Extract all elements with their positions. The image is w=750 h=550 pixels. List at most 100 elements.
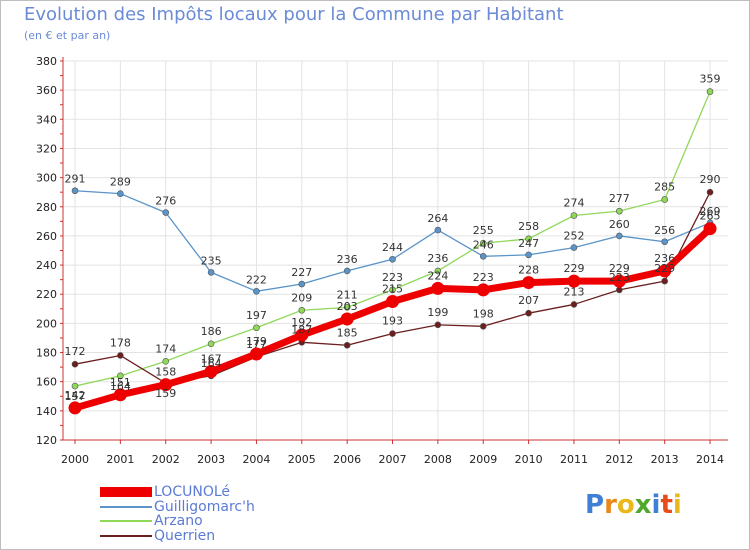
point-guilligomarch — [343, 267, 351, 275]
y-tick-label: 160 — [36, 376, 57, 389]
point-querrien — [616, 286, 623, 294]
data-label-querrien: 177 — [246, 338, 267, 351]
y-axis-ticks: 120 140 160 180 200 220 240 260 280 300 320 340 360 3… — [36, 55, 57, 447]
data-label-locunol: 236 — [654, 252, 675, 265]
y-tick-label: 280 — [36, 201, 57, 214]
point-arzano — [117, 372, 124, 380]
point-locunol — [204, 364, 218, 378]
data-label-guilligomarch: 269 — [700, 205, 721, 218]
data-label-guilligomarch: 222 — [246, 273, 267, 286]
data-label-locunol: 179 — [246, 335, 267, 348]
data-label-arzano: 164 — [110, 380, 131, 393]
data-label-locunol: 215 — [382, 283, 403, 296]
data-label-locunol: 167 — [201, 352, 222, 365]
data-label-arzano: 236 — [427, 252, 448, 265]
legend-item-locunole: LOCUNOLé — [100, 485, 255, 500]
data-label-guilligomarch: 276 — [155, 195, 176, 208]
data-label-arzano: 186 — [201, 325, 222, 338]
y-tick-label: 180 — [36, 347, 57, 360]
brand-letter: r — [604, 490, 617, 520]
data-label-guilligomarch: 246 — [473, 238, 494, 251]
data-label-guilligomarch: 244 — [382, 241, 403, 254]
x-tick-label: 2002 — [152, 453, 180, 466]
y-tick-label: 220 — [36, 288, 57, 301]
point-arzano — [298, 306, 306, 314]
point-arzano — [71, 382, 79, 390]
legend-swatch-arzano — [100, 520, 152, 523]
legend-item-querrien: Querrien — [100, 529, 255, 544]
point-locunol — [340, 312, 354, 326]
data-label-querrien: 185 — [337, 326, 358, 339]
legend-item-arzano: Arzano — [100, 514, 255, 529]
y-tick-label: 200 — [36, 317, 57, 330]
legend: LOCUNOLé Guilligomarc'h Arzano Querrien — [100, 485, 255, 543]
point-querrien — [434, 321, 442, 329]
point-querrien — [479, 322, 487, 330]
point-arzano — [616, 207, 623, 215]
point-guilligomarch — [162, 209, 170, 216]
data-label-querrien: 172 — [65, 345, 86, 358]
x-axis-ticks: 2000 2001 2002 2003 2004 2005 2006 2007 2008 2009… — [61, 453, 724, 466]
point-guilligomarch — [434, 226, 442, 234]
point-arzano — [343, 304, 351, 311]
brand-letter: t — [660, 490, 673, 520]
brand-letter: i — [672, 490, 682, 520]
point-arzano — [207, 340, 215, 348]
y-tick-label: 120 — [36, 434, 57, 447]
x-tick-label: 2013 — [651, 453, 679, 466]
y-tick-label: 240 — [36, 259, 57, 272]
x-tick-label: 2006 — [333, 453, 361, 466]
point-locunol — [658, 264, 672, 278]
data-labels: 291 289 276 235 222 227 236 244 264 246 247 252 260 2… — [65, 73, 721, 403]
point-arzano — [661, 196, 668, 203]
legend-swatch-locunole — [100, 487, 152, 498]
point-arzano — [434, 267, 442, 275]
data-label-arzano: 223 — [382, 271, 403, 284]
point-querrien — [525, 309, 532, 317]
x-tick-label: 2010 — [515, 453, 543, 466]
data-label-locunol: 192 — [291, 316, 312, 329]
y-tick-label: 380 — [36, 55, 57, 68]
x-tick-label: 2012 — [605, 453, 633, 466]
brand-letter: x — [634, 490, 652, 520]
data-label-querrien: 223 — [609, 271, 630, 284]
point-guilligomarch — [661, 238, 668, 246]
data-label-arzano: 211 — [337, 288, 358, 301]
brand-letter: i — [651, 490, 661, 520]
data-label-guilligomarch: 236 — [337, 253, 358, 266]
x-tick-label: 2014 — [696, 453, 724, 466]
axes — [60, 57, 728, 444]
point-arzano — [389, 286, 396, 294]
point-locunol — [159, 378, 173, 392]
data-label-arzano: 258 — [518, 220, 539, 233]
point-arzano — [570, 212, 578, 219]
data-label-arzano: 285 — [654, 180, 675, 193]
data-label-guilligomarch: 235 — [201, 254, 222, 267]
point-guilligomarch — [117, 190, 124, 197]
data-label-locunol: 229 — [563, 262, 584, 275]
point-arzano — [525, 235, 532, 243]
point-arzano — [479, 239, 487, 247]
point-guilligomarch — [207, 269, 215, 276]
point-guilligomarch — [616, 232, 623, 240]
data-label-arzano: 277 — [609, 192, 630, 205]
data-label-arzano: 255 — [473, 224, 494, 237]
data-label-locunol: 224 — [427, 269, 448, 282]
point-locunol — [522, 276, 536, 290]
point-locunol — [476, 283, 490, 297]
data-label-locunol: 151 — [110, 376, 131, 389]
x-tick-label: 2000 — [61, 453, 89, 466]
x-tick-label: 2011 — [560, 453, 588, 466]
point-locunol — [431, 281, 445, 295]
point-guilligomarch — [253, 288, 260, 295]
point-guilligomarch — [570, 244, 578, 251]
chart-title: Evolution des Impôts locaux pour la Comm… — [24, 4, 564, 25]
point-locunol — [113, 388, 127, 402]
y-tick-label: 360 — [36, 84, 57, 97]
data-label-querrien: 164 — [201, 357, 222, 370]
data-label-locunol: 229 — [609, 262, 630, 275]
data-label-querrien: 187 — [291, 323, 312, 336]
data-label-querrien: 198 — [473, 307, 494, 320]
data-label-querrien: 178 — [110, 336, 131, 349]
